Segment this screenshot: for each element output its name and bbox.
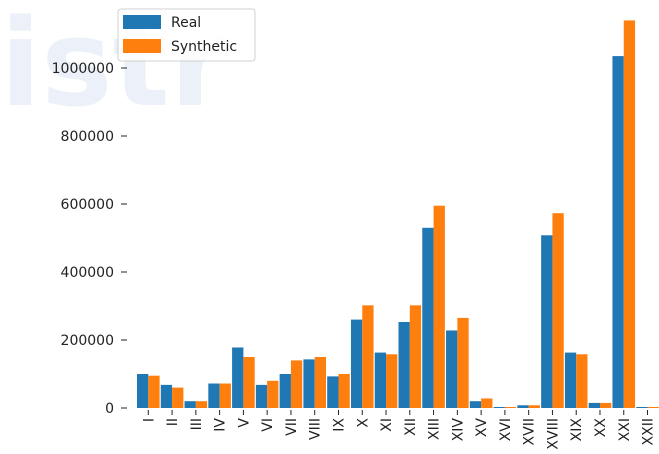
bar-real-xii (398, 321, 410, 408)
bars (137, 20, 659, 409)
bar-real-xiv (446, 330, 458, 408)
bar-synthetic-xviii (552, 213, 564, 408)
x-tick-label: XIII (427, 418, 443, 440)
x-tick-label: XIX (569, 418, 585, 442)
bar-real-viii (303, 359, 315, 408)
bar-synthetic-xxi (623, 20, 636, 409)
bar-real-xxii (636, 407, 648, 408)
bar-synthetic-vi (267, 380, 279, 408)
x-tick-label: XVII (522, 418, 538, 445)
bar-synthetic-x (362, 305, 374, 408)
bar-real-xvi (493, 407, 505, 408)
bar-synthetic-xi (386, 354, 398, 408)
legend-swatch-real (123, 15, 161, 29)
y-tick-label: 400000 (61, 265, 114, 281)
legend-swatch-synthetic (123, 39, 161, 53)
x-tick-label: I (141, 418, 157, 422)
x-tick-label: XII (403, 418, 419, 436)
x-tick-label: XI (379, 418, 395, 432)
y-tick-label: 600000 (61, 197, 114, 213)
bar-real-v (232, 347, 244, 408)
bar-real-xi (374, 352, 387, 408)
bar-synthetic-xvi (504, 406, 517, 408)
bar-synthetic-xii (409, 305, 422, 408)
bar-real-xx (588, 402, 600, 408)
bar-real-xvii (517, 405, 529, 408)
x-tick-label: VIII (308, 418, 324, 440)
y-tick-label: 0 (105, 401, 114, 417)
x-tick-label: XV (474, 418, 490, 438)
bar-synthetic-xix (576, 354, 588, 408)
bar-real-i (137, 374, 149, 408)
x-tick-label: XVIII (545, 418, 561, 450)
bar-synthetic-iv (219, 383, 231, 408)
bar-synthetic-xxii (647, 406, 659, 408)
x-tick-label: V (236, 418, 252, 428)
bar-real-ii (160, 384, 173, 408)
bar-synthetic-viii (314, 357, 327, 408)
x-tick-label: VII (284, 418, 300, 436)
x-tick-label: XXII (641, 418, 657, 445)
legend: Real Synthetic (117, 8, 256, 62)
bar-real-x (350, 319, 363, 408)
legend-label-synthetic: Synthetic (171, 39, 237, 55)
x-tick-label: XX (593, 418, 609, 438)
bar-synthetic-ix (338, 374, 350, 408)
bar-real-vi (255, 384, 268, 408)
bar-real-xiii (422, 227, 434, 408)
x-tick-label: III (189, 418, 205, 430)
y-tick-label: 800000 (61, 129, 114, 145)
bar-real-xix (564, 352, 577, 408)
bar-real-xviii (541, 235, 553, 408)
bar-real-ix (327, 376, 339, 408)
x-tick-label: IX (331, 418, 347, 432)
bar-synthetic-xv (481, 398, 493, 408)
bar-synthetic-ii (172, 387, 184, 408)
x-tick-label: XVI (498, 418, 514, 441)
x-axis: I II III IV V VI VII VIII IX X XI XII XIII XIV XV XVI XV… (141, 410, 657, 450)
bar-synthetic-i (148, 375, 160, 408)
bar-real-xv (469, 401, 482, 408)
bar-real-vii (279, 374, 291, 408)
bar-synthetic-v (243, 357, 255, 408)
x-tick-label: X (355, 418, 371, 428)
bar-real-iv (208, 383, 220, 408)
legend-label-real: Real (171, 15, 201, 31)
y-tick-label: 200000 (61, 333, 114, 349)
x-tick-label: XIV (450, 418, 466, 442)
x-tick-label: VI (260, 418, 276, 432)
bar-synthetic-xiv (457, 317, 469, 408)
x-tick-label: IV (213, 418, 229, 432)
y-tick-label: 1000000 (52, 61, 114, 77)
bar-synthetic-xx (599, 402, 612, 408)
bar-real-iii (184, 401, 196, 408)
bar-synthetic-xiii (433, 205, 445, 408)
bar-synthetic-xvii (528, 405, 540, 408)
x-tick-label: II (165, 418, 181, 426)
bar-synthetic-vii (290, 360, 303, 408)
x-tick-label: XXI (617, 418, 633, 441)
bar-synthetic-iii (195, 401, 208, 408)
y-axis: 0 200000 400000 600000 800000 1000000 (52, 61, 127, 417)
bar-real-xxi (612, 56, 624, 408)
